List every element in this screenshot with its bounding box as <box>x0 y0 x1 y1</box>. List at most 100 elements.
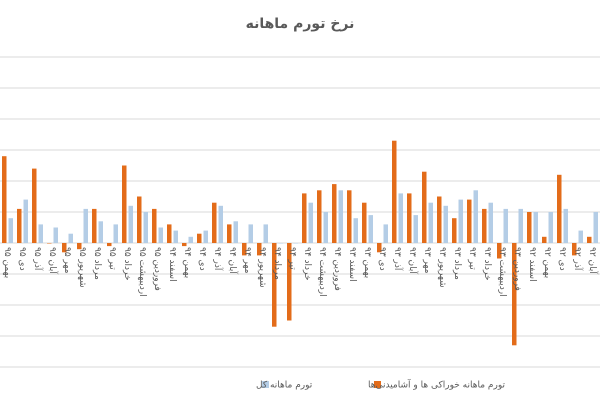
bar <box>98 221 103 243</box>
bar <box>362 202 367 243</box>
bar <box>332 184 337 243</box>
bar <box>338 190 343 243</box>
legend-label: تورم ماهانه خوراکی ها و آشامیدنی‌ها <box>368 379 505 391</box>
x-tick-label: شهریور ۹۳ <box>437 247 447 288</box>
bar <box>38 224 43 243</box>
bar <box>197 233 202 243</box>
legend-label: تورم ماهانه کل <box>256 381 313 391</box>
bar <box>122 165 127 243</box>
bar <box>287 243 292 321</box>
bar <box>512 243 517 346</box>
bar <box>518 208 523 243</box>
x-tick-label: مهر ۹۴ <box>242 247 252 274</box>
x-tick-label: خرداد ۹۵ <box>122 247 132 281</box>
x-tick-label: آذر ۹۵ <box>32 247 44 271</box>
x-tick-label: آذر ۹۴ <box>212 247 224 271</box>
x-tick-label: دی ۹۲ <box>557 247 567 271</box>
bar <box>62 243 67 253</box>
bar <box>308 202 313 243</box>
x-tick-label: آبان ۹۴ <box>227 247 239 274</box>
x-tick-label: تیر ۹۳ <box>467 247 477 270</box>
bar <box>53 227 58 243</box>
bar <box>407 193 412 243</box>
x-tick-label: آبان ۹۲ <box>587 247 599 274</box>
bar <box>368 215 373 243</box>
bar <box>23 199 28 243</box>
bar <box>392 140 397 243</box>
bar <box>257 243 262 256</box>
bar <box>203 230 208 243</box>
bar <box>587 236 592 243</box>
bar <box>188 236 193 243</box>
bar <box>578 230 583 243</box>
bar <box>377 243 382 253</box>
bar <box>422 171 427 243</box>
bar <box>353 218 358 243</box>
bar <box>527 212 532 243</box>
bar <box>467 199 472 243</box>
bar <box>317 190 322 243</box>
bar <box>437 196 442 243</box>
x-tick-label: بهمن ۹۳ <box>362 247 372 278</box>
bar <box>113 224 118 243</box>
bar <box>137 196 142 243</box>
bar <box>17 208 22 243</box>
bar <box>482 208 487 243</box>
bar <box>488 202 493 243</box>
bar <box>398 193 403 243</box>
bar <box>107 243 112 247</box>
x-tick-label: اردیبهشت ۹۴ <box>317 247 327 297</box>
x-tick-label: آبان ۹۳ <box>407 247 419 274</box>
x-tick-label: دی ۹۳ <box>377 247 387 271</box>
bar <box>428 202 433 243</box>
bar <box>2 156 7 243</box>
x-tick-label: مرداد ۹۳ <box>452 247 462 280</box>
x-tick-label: بهمن ۹۴ <box>182 247 192 278</box>
x-tick-label: تیر ۹۴ <box>287 247 297 270</box>
x-tick-label: آذر ۹۲ <box>572 247 584 271</box>
bar <box>233 221 238 243</box>
bar <box>302 193 307 243</box>
bar <box>293 243 298 244</box>
x-tick-label: اسفند ۹۳ <box>347 247 357 282</box>
bar <box>32 168 37 243</box>
bar <box>212 202 217 243</box>
bar <box>218 205 223 243</box>
x-tick-label: مهر ۹۵ <box>62 247 72 274</box>
x-tick-label: آبان ۹۵ <box>47 247 59 274</box>
x-tick-label: اسفند ۹۴ <box>167 247 177 282</box>
x-tick-label: بهمن ۹۲ <box>542 247 552 278</box>
bar <box>413 215 418 243</box>
x-tick-label: مرداد ۹۴ <box>272 247 282 280</box>
bar <box>548 212 553 243</box>
x-tick-label: خرداد ۹۴ <box>302 247 312 281</box>
x-tick-label: مهر ۹۳ <box>422 247 432 274</box>
bar <box>128 205 133 243</box>
x-tick-label: شهریور ۹۴ <box>257 247 267 288</box>
bar <box>182 243 187 247</box>
bar <box>383 224 388 243</box>
bar <box>173 230 178 243</box>
x-tick-label: دی ۹۵ <box>17 247 27 271</box>
bar <box>347 190 352 243</box>
x-tick-label: شهریور ۹۵ <box>77 247 87 288</box>
x-tick-label: فروردین ۹۴ <box>332 247 342 291</box>
bar <box>263 224 268 243</box>
bar <box>92 208 97 243</box>
chart-title: نرخ تورم ماهانه <box>246 16 355 32</box>
bar <box>47 243 52 244</box>
bar <box>77 243 82 250</box>
bar <box>452 218 457 243</box>
bar <box>167 224 172 243</box>
bar <box>272 243 277 327</box>
bar <box>458 199 463 243</box>
legend-swatch <box>374 381 381 388</box>
bar <box>443 205 448 243</box>
x-tick-label: تیر ۹۵ <box>107 247 117 270</box>
x-tick-label: اسفند ۹۲ <box>527 247 537 282</box>
bar <box>143 212 148 243</box>
bar <box>68 233 73 243</box>
bar <box>563 208 568 243</box>
x-tick-label: اردیبهشت ۹۳ <box>497 247 507 297</box>
bar <box>572 243 577 256</box>
